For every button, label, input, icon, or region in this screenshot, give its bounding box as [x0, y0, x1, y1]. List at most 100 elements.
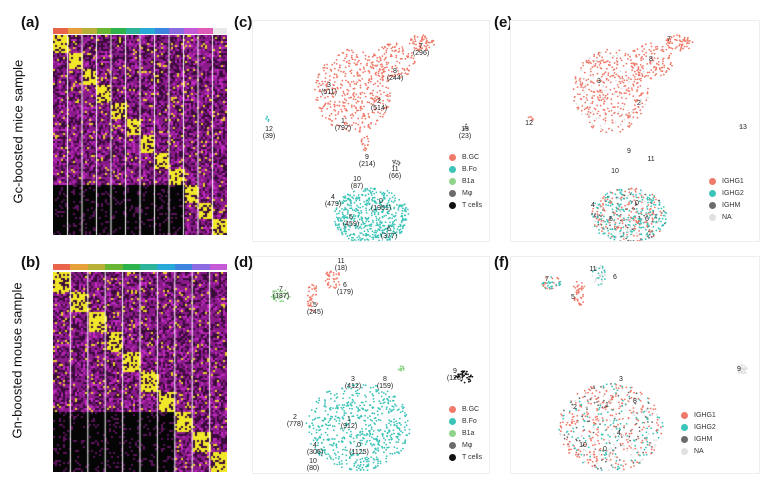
cluster-number: 8 — [633, 398, 637, 405]
umap-point — [572, 444, 574, 446]
umap-point — [636, 48, 639, 51]
umap-point — [591, 96, 593, 99]
umap-point — [379, 112, 381, 115]
umap-point — [633, 414, 636, 417]
umap-point — [349, 441, 352, 443]
umap-point — [625, 89, 628, 91]
umap-point — [387, 226, 390, 228]
umap-point — [359, 92, 362, 94]
umap-point — [353, 209, 356, 212]
umap-point — [359, 62, 362, 65]
umap-point — [639, 233, 642, 236]
umap-point — [393, 395, 396, 398]
umap-point — [383, 192, 386, 195]
umap-point — [316, 448, 318, 451]
umap-point — [597, 223, 600, 226]
umap-point — [343, 98, 346, 101]
umap-point — [390, 55, 393, 58]
umap-point — [627, 239, 629, 241]
umap-point — [619, 92, 621, 94]
umap-point — [392, 429, 395, 432]
umap-point — [393, 206, 396, 209]
umap-point — [344, 117, 347, 120]
umap-point — [616, 456, 618, 459]
umap-point — [350, 72, 353, 75]
umap-point — [427, 41, 430, 44]
legend-row: B.Fo — [449, 163, 482, 175]
umap-point — [387, 201, 390, 204]
umap-point — [355, 54, 358, 56]
umap-point — [609, 451, 612, 454]
umap-point — [327, 81, 329, 83]
umap-point — [576, 415, 579, 417]
umap-point — [344, 225, 347, 228]
umap-point — [331, 87, 334, 90]
umap-point — [627, 58, 629, 60]
umap-point — [372, 394, 375, 397]
umap-point — [620, 226, 623, 229]
umap-point — [660, 70, 662, 72]
umap-point — [384, 66, 386, 69]
umap-point — [651, 229, 653, 232]
umap-point — [604, 408, 607, 410]
umap-point — [591, 444, 594, 447]
umap-point — [353, 384, 355, 387]
umap-point — [650, 199, 653, 201]
umap-point — [610, 233, 613, 236]
legend-dot-ighg1 — [681, 411, 688, 419]
umap-point — [350, 106, 353, 108]
umap-point — [357, 238, 360, 241]
umap-point — [640, 218, 642, 220]
umap-point — [635, 422, 638, 425]
umap-point — [343, 390, 346, 393]
umap-point — [613, 214, 615, 216]
umap-point — [648, 197, 651, 200]
umap-point — [404, 208, 406, 210]
umap-point — [643, 448, 646, 451]
umap-point — [309, 304, 311, 307]
umap-point — [375, 119, 378, 122]
umap-point — [646, 232, 649, 235]
cluster-number: 10 — [309, 458, 317, 465]
panel-label-f: (f) — [494, 254, 509, 271]
umap-point — [336, 104, 339, 107]
umap-point — [321, 83, 324, 85]
umap-point — [667, 67, 669, 70]
umap-point — [336, 213, 338, 215]
umap-point — [426, 41, 429, 43]
umap-point — [646, 427, 648, 430]
umap-point — [588, 388, 590, 391]
umap-point — [353, 190, 355, 193]
umap-point — [606, 48, 609, 51]
umap-point — [419, 45, 422, 47]
umap-point — [352, 415, 355, 418]
umap-point — [390, 233, 393, 236]
umap-point — [396, 409, 399, 411]
umap-point — [330, 112, 333, 115]
umap-point — [375, 107, 378, 110]
umap-point — [649, 442, 651, 444]
umap-point — [597, 277, 600, 279]
umap-point — [639, 400, 642, 402]
umap-point — [350, 117, 353, 119]
umap-point — [353, 462, 356, 465]
umap-point — [561, 414, 564, 417]
umap-point — [423, 38, 425, 41]
umap-point — [637, 437, 640, 440]
umap-point — [609, 399, 612, 402]
umap-point — [594, 395, 596, 397]
umap-point — [575, 401, 577, 404]
umap-point — [592, 60, 595, 62]
umap-point — [614, 106, 616, 108]
umap-point — [643, 214, 645, 217]
umap-point — [376, 223, 379, 226]
umap-point — [587, 108, 590, 111]
umap-point — [391, 196, 394, 199]
umap-point — [342, 222, 345, 225]
umap-point — [328, 271, 331, 274]
umap-point — [603, 81, 606, 84]
umap-point — [580, 69, 582, 71]
umap-point — [396, 435, 399, 438]
umap-point — [604, 122, 606, 125]
umap-point — [683, 38, 686, 40]
